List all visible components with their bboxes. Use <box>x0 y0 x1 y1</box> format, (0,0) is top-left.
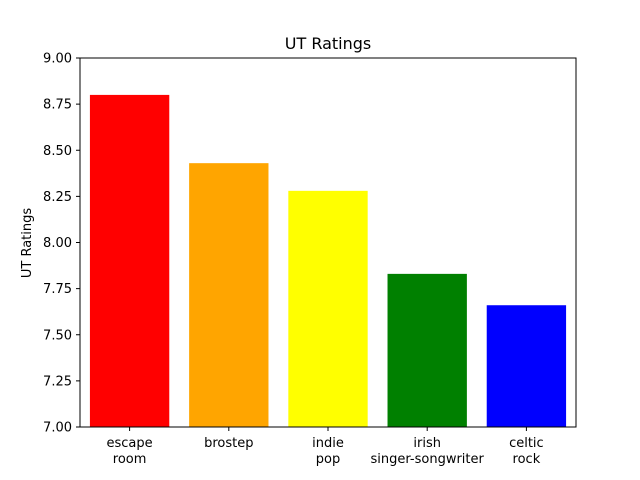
y-tick-label: 8.50 <box>43 144 72 159</box>
y-axis-title: UT Ratings <box>20 208 35 279</box>
x-tick-label: celtic rock <box>509 436 544 467</box>
y-tick-label: 7.00 <box>43 421 72 436</box>
x-tick-label: irish singer-songwriter <box>371 436 485 467</box>
y-tick-label: 9.00 <box>43 52 72 67</box>
y-tick-label: 8.00 <box>43 236 72 251</box>
bar-0 <box>89 94 170 428</box>
bars-group <box>89 94 567 428</box>
bar-3 <box>387 273 467 427</box>
x-tick-label: escape room <box>107 436 153 467</box>
bar-4 <box>486 305 567 427</box>
x-tick-label: indie pop <box>312 436 344 467</box>
y-tick-label: 7.50 <box>43 328 72 343</box>
y-tick-label: 7.25 <box>43 374 72 389</box>
x-axis: escape room brostep indie pop irish singer-son… <box>107 427 544 467</box>
y-tick-label: 8.25 <box>43 190 72 205</box>
y-tick-label: 8.75 <box>43 98 72 113</box>
bar-2 <box>288 190 368 427</box>
y-tick-label: 7.75 <box>43 282 72 297</box>
x-tick-label: brostep <box>204 436 253 451</box>
chart-title: UT Ratings <box>285 34 372 53</box>
y-axis: 7.00 7.25 7.50 7.75 8.00 8.25 8.50 8.75 9.00 <box>43 52 80 436</box>
bar-1 <box>189 163 269 428</box>
plot-frame <box>79 57 577 428</box>
